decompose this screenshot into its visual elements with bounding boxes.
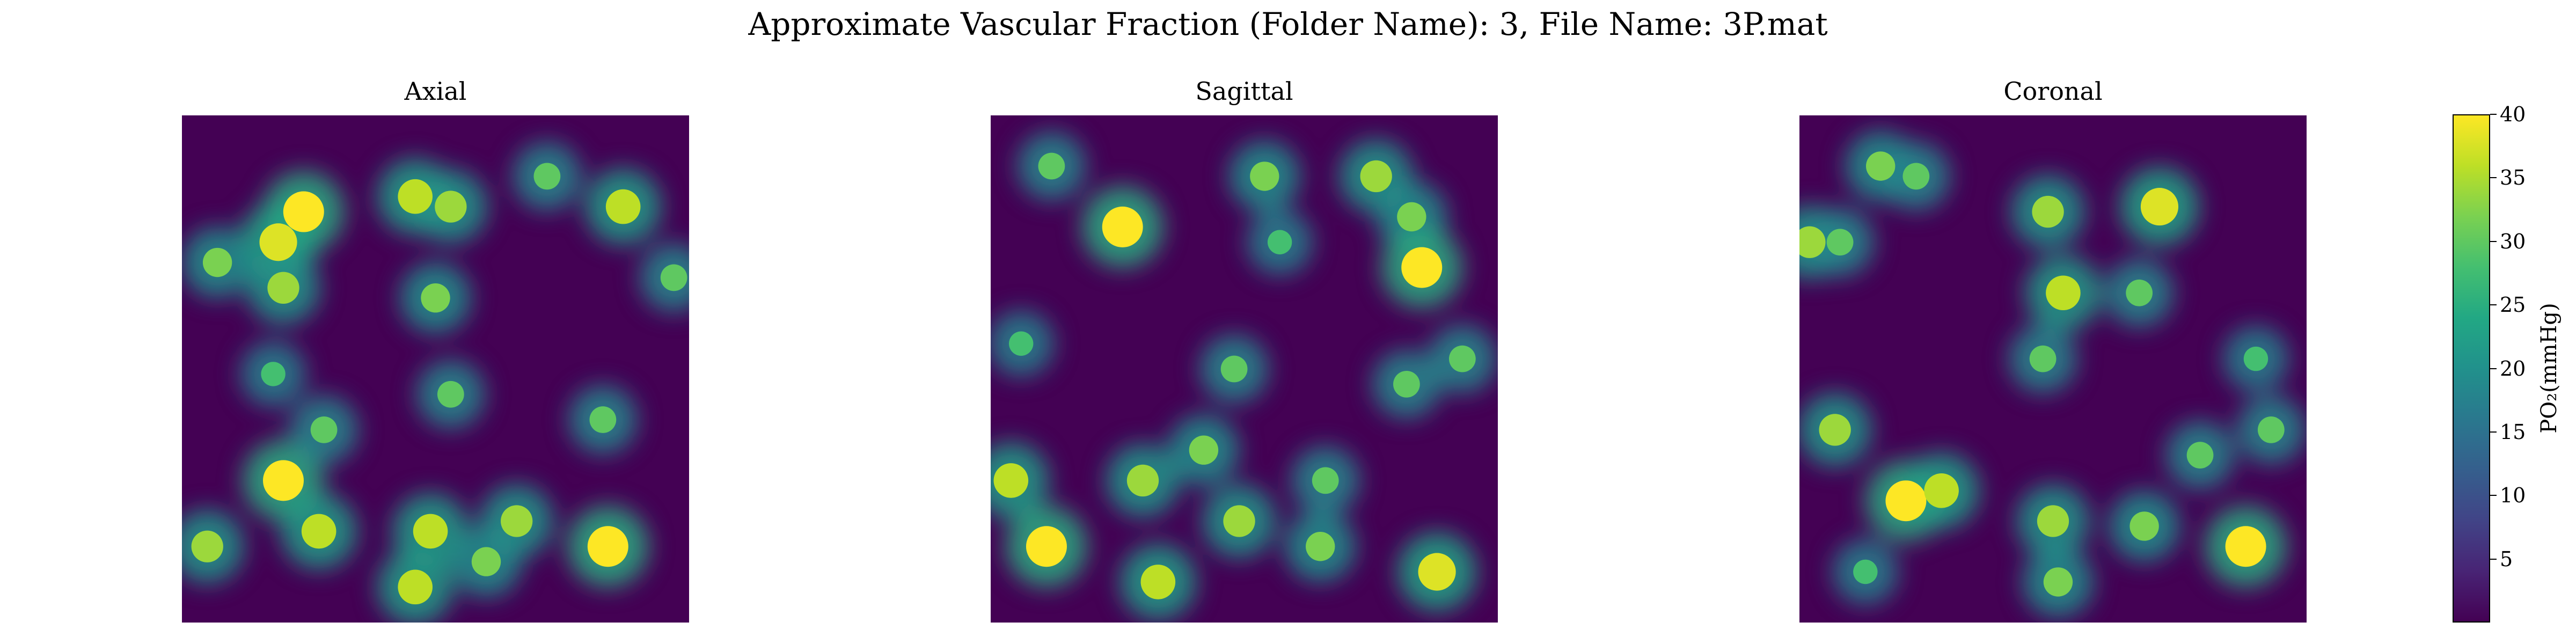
coronal-hotspot-6: [2046, 275, 2081, 311]
axial-hotspot-0: [283, 191, 324, 232]
coronal-heatmap-svg: [1799, 115, 2307, 623]
colorbar-tick-mark: [2490, 114, 2497, 115]
colorbar-tick-mark: [2490, 368, 2497, 369]
sagittal-hotspot-8: [1220, 355, 1248, 383]
coronal-hotspot-13: [2037, 505, 2069, 537]
axial-hotspot-15: [301, 514, 336, 549]
figure-suptitle: Approximate Vascular Fraction (Folder Na…: [748, 6, 1828, 42]
axial-core-layer: [191, 163, 687, 605]
colorbar-tick-label: 5: [2500, 547, 2513, 571]
axial-hotspot-10: [261, 362, 286, 386]
colorbar-tick-mark: [2490, 558, 2497, 560]
colorbar-tick-label: 25: [2500, 293, 2526, 317]
axial-hotspot-6: [267, 272, 299, 304]
colorbar-tick-mark: [2490, 304, 2497, 306]
coronal-hotspot-10: [1819, 414, 1851, 446]
sagittal-hotspot-0: [1102, 206, 1143, 247]
colorbar-tick-mark: [2490, 495, 2497, 496]
coronal-hotspot-5: [2140, 188, 2179, 226]
sagittal-heatmap-svg: [991, 115, 1498, 623]
sagittal-hotspot-6: [1267, 230, 1292, 254]
coronal-hotspot-7: [2029, 345, 2057, 372]
coronal-panel-title: Coronal: [2003, 77, 2103, 106]
sagittal-panel-title: Sagittal: [1195, 77, 1293, 106]
sagittal-core-layer: [993, 152, 1476, 599]
axial-hotspot-18: [587, 526, 628, 567]
sagittal-hotspot-15: [1223, 505, 1255, 537]
coronal-hotspot-3: [1826, 229, 1854, 256]
coronal-hotspot-17: [2186, 442, 2214, 469]
sagittal-hotspot-10: [1448, 345, 1476, 372]
axial-glow-layer: [182, 142, 689, 623]
axial-hotspot-17: [501, 505, 533, 537]
colorbar-tick-label: 35: [2500, 166, 2526, 190]
sagittal-hotspot-3: [1360, 160, 1392, 193]
axial-hotspot-7: [421, 283, 450, 313]
coronal-hotspot-19: [1853, 559, 1878, 584]
axial-hotspot-19: [471, 547, 501, 576]
axial-hotspot-9: [660, 264, 687, 291]
coronal-hotspot-18: [2257, 416, 2285, 443]
axial-heatmap-svg: [182, 115, 689, 623]
colorbar-tick-mark: [2490, 240, 2497, 242]
colorbar-tick-mark: [2490, 177, 2497, 179]
colorbar-tick-label: 10: [2500, 484, 2526, 508]
sagittal-hotspot-9: [1393, 370, 1420, 398]
coronal-core-layer: [1799, 151, 2285, 597]
sagittal-hotspot-16: [1312, 467, 1339, 494]
sagittal-hotspot-14: [1189, 435, 1219, 465]
colorbar-tick-label: 15: [2500, 420, 2526, 444]
coronal-hotspot-4: [2032, 195, 2064, 228]
colorbar: [2453, 114, 2490, 623]
sagittal-hotspot-1: [1038, 152, 1065, 180]
sagittal-hotspot-5: [1401, 247, 1443, 288]
coronal-hotspot-2: [1799, 226, 1826, 258]
axial-hotspot-4: [605, 189, 641, 224]
axial-hotspot-8: [533, 163, 561, 190]
coronal-hotspot-1: [1902, 163, 1930, 190]
coronal-hotspot-12: [1924, 473, 1959, 508]
axial-hotspot-12: [263, 460, 304, 501]
colorbar-ticks: 5 10 15 20 25 30 35 40: [2490, 103, 2555, 623]
coronal-hotspot-14: [2129, 511, 2159, 541]
axial-hotspot-20: [589, 406, 617, 433]
coronal-hotspot-15: [2225, 526, 2266, 567]
axial-hotspot-21: [398, 569, 433, 605]
axial-hotspot-14: [191, 530, 223, 562]
sagittal-hotspot-2: [1250, 162, 1279, 191]
sagittal-hotspot-4: [1397, 202, 1426, 232]
axial-heatmap: [182, 115, 689, 623]
sagittal-hotspot-11: [1026, 526, 1067, 567]
axial-hotspot-3: [435, 191, 467, 223]
colorbar-tick-mark: [2490, 431, 2497, 433]
axial-panel-title: Axial: [404, 77, 467, 106]
sagittal-hotspot-12: [993, 463, 1029, 498]
sagittal-hotspot-13: [1126, 464, 1159, 497]
axial-hotspot-11: [437, 380, 464, 408]
axial-hotspot-16: [413, 514, 448, 549]
sagittal-heatmap: [991, 115, 1498, 623]
colorbar-label: PO₂(mmHg): [2537, 303, 2562, 434]
axial-hotspot-13: [310, 416, 338, 443]
coronal-hotspot-0: [1866, 151, 1896, 181]
sagittal-hotspot-19: [1418, 553, 1456, 591]
coronal-hotspot-9: [2243, 346, 2268, 371]
axial-hotspot-1: [259, 223, 297, 261]
coronal-hotspot-16: [2043, 567, 2073, 597]
colorbar-tick-label: 20: [2500, 356, 2526, 380]
colorbar-tick-label: 30: [2500, 229, 2526, 253]
colorbar-tick-label: 40: [2500, 103, 2526, 126]
sagittal-hotspot-17: [1140, 565, 1176, 599]
sagittal-hotspot-7: [1009, 331, 1034, 356]
sagittal-hotspot-18: [1306, 532, 1335, 561]
coronal-hotspot-11: [1885, 480, 1927, 522]
axial-hotspot-2: [398, 179, 433, 214]
axial-hotspot-5: [202, 247, 232, 277]
coronal-hotspot-8: [2126, 279, 2153, 306]
coronal-heatmap: [1799, 115, 2307, 623]
